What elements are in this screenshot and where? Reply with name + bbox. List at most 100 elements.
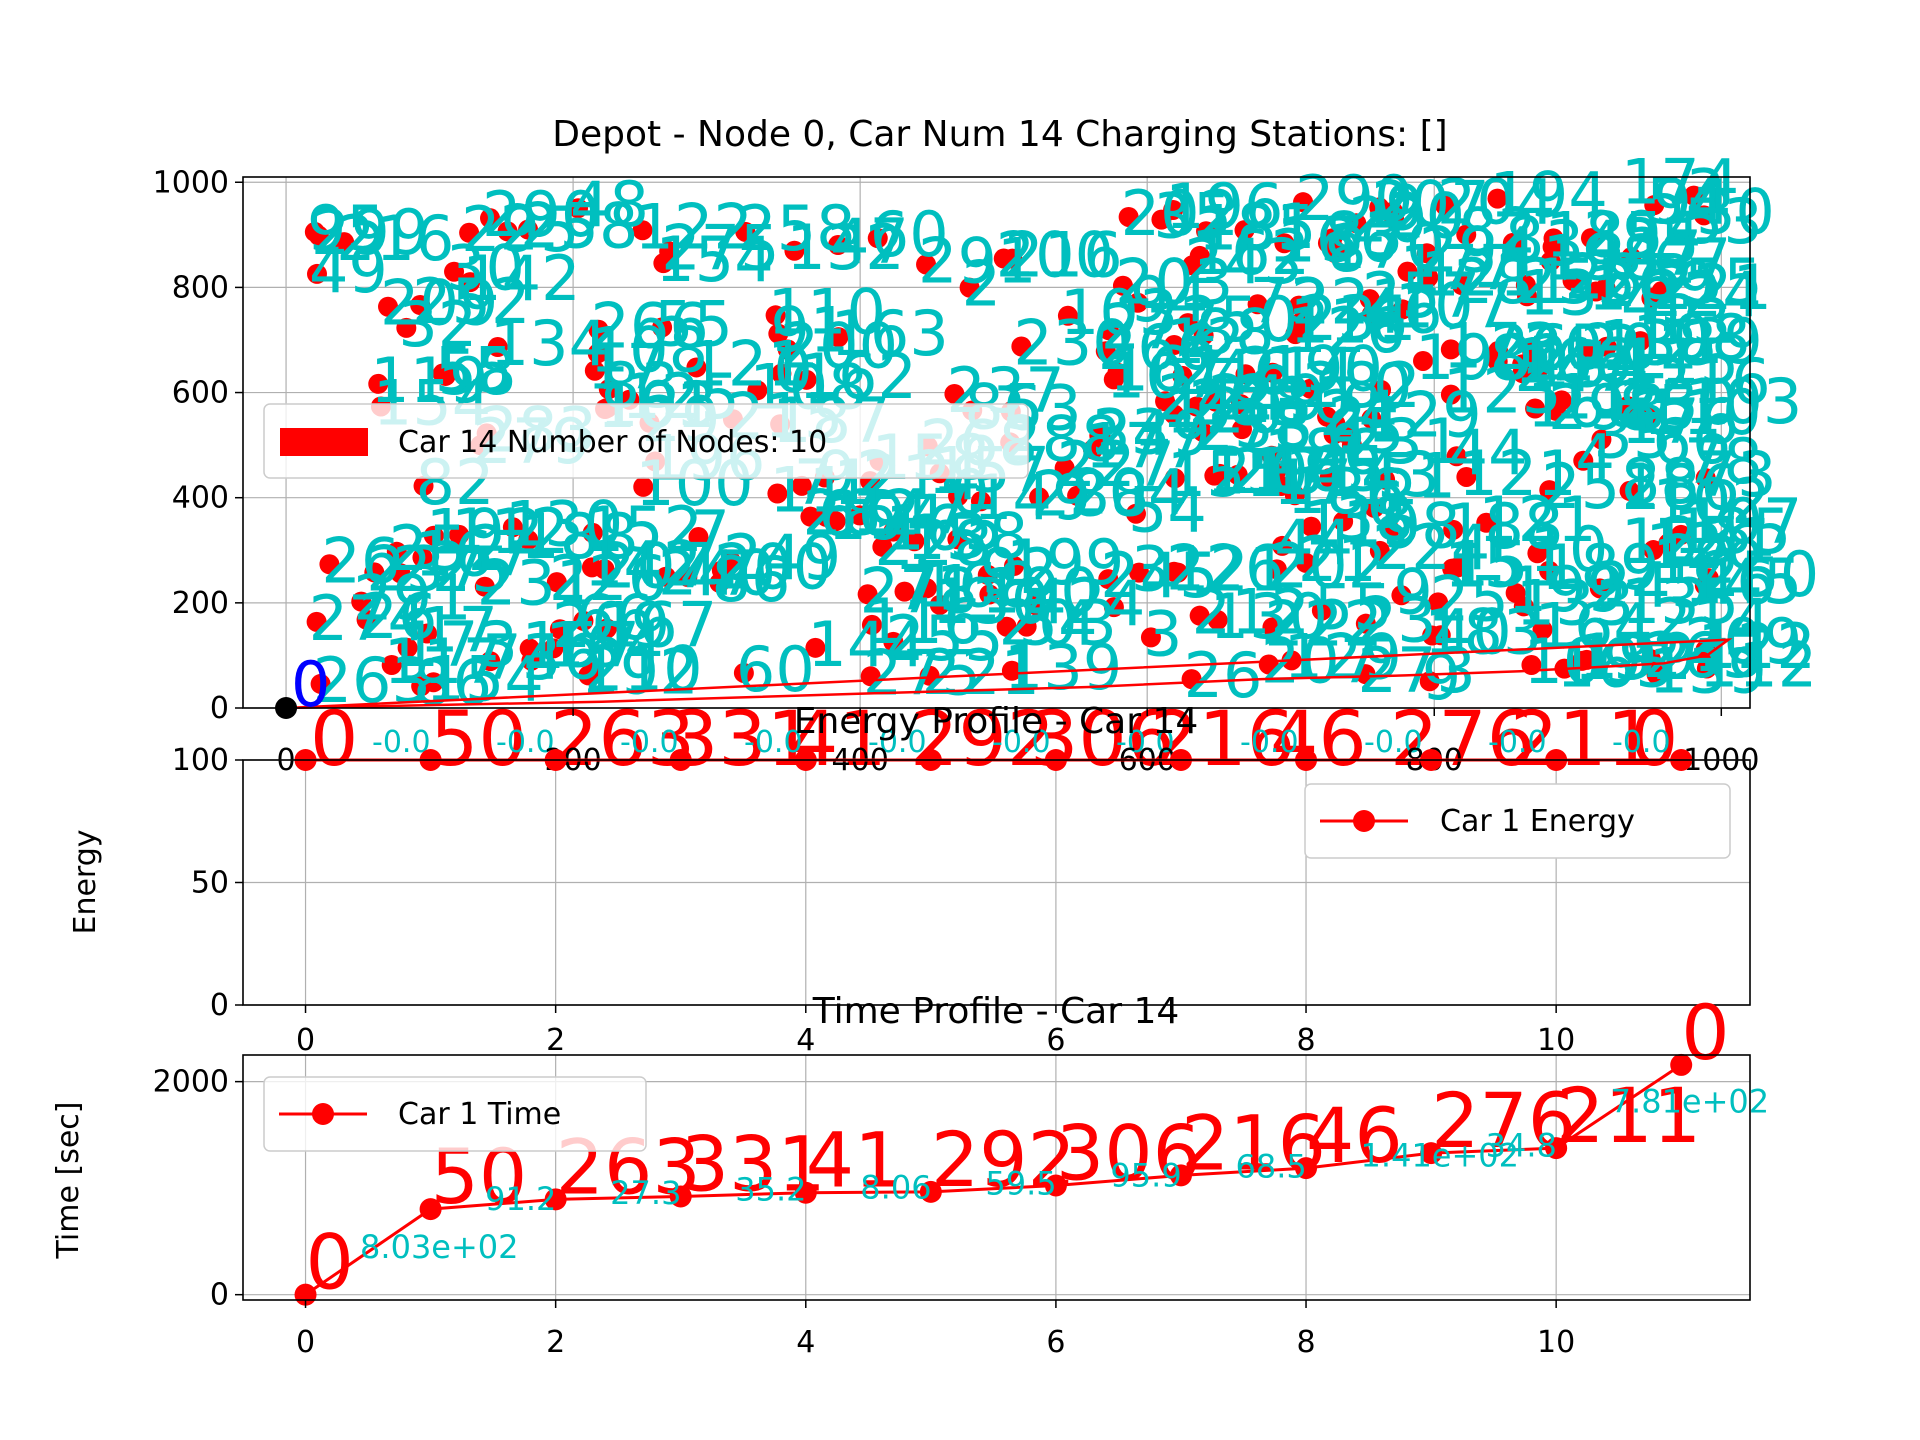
map-node-point-53 <box>1167 562 1188 583</box>
map-node-point-69 <box>459 222 480 243</box>
map-node-label-180: 40 <box>1433 595 1512 668</box>
map-node-point-182 <box>1456 466 1477 487</box>
map-node-label-202: 9 <box>1385 172 1424 245</box>
map-node-point-37 <box>1295 552 1316 573</box>
map-node-label-179: 190 <box>1415 321 1533 394</box>
map-node-label-212: 73 <box>482 621 561 694</box>
map-node-point-21 <box>386 541 407 562</box>
map-node-point-128 <box>1392 299 1413 320</box>
map-node-point-297 <box>1397 261 1418 282</box>
map-node-label-155: 200 <box>780 310 898 383</box>
time-segment-label-5: 59.5 <box>985 1165 1056 1203</box>
map-node-label-113: 73 <box>1250 264 1329 337</box>
map-node-label-230: 44 <box>1274 506 1353 579</box>
map-node-point-148 <box>1054 458 1075 479</box>
map-node-point-250 <box>747 380 768 401</box>
map-node-point-64 <box>677 566 698 587</box>
map-edge-label-3: -0.0 <box>744 725 803 760</box>
map-ytick-label-5: 1000 <box>153 165 229 200</box>
map-node-point-96 <box>588 319 609 340</box>
map-node-label-38: 54 <box>1128 474 1207 547</box>
map-node-label-267: 257 <box>1362 259 1480 332</box>
map-node-label-276: 24 <box>1319 377 1398 450</box>
map-node-point-32 <box>1573 450 1594 471</box>
map-node-point-274 <box>449 524 470 545</box>
map-node-label-61: 216 <box>336 202 454 275</box>
time-legend-marker <box>312 1103 334 1125</box>
map-node-point-49 <box>1543 228 1564 249</box>
time-point-label-0: 0 <box>306 1218 354 1307</box>
map-node-point-82 <box>582 522 603 543</box>
map-node-point-132 <box>791 475 812 496</box>
map-node-label-88: 20 <box>1386 180 1465 253</box>
map-node-point-55 <box>1266 559 1287 580</box>
time-segment-label-6: 95.9 <box>1110 1156 1181 1194</box>
map-node-label-117: 258 <box>520 190 638 263</box>
map-node-point-112 <box>1695 468 1716 489</box>
map-node-label-25: 66 <box>818 477 897 550</box>
map-node-point-203 <box>1300 378 1321 399</box>
map-node-label-160: 16 <box>1276 203 1355 276</box>
map-node-label-57: 47 <box>830 205 909 278</box>
map-node-label-54: 231 <box>1344 405 1462 478</box>
map-node-point-28 <box>872 536 893 557</box>
map-node-point-77 <box>633 476 654 497</box>
map-node-point-126 <box>883 631 904 652</box>
time-xtick-label-2: 4 <box>796 1325 815 1360</box>
map-node-point-41 <box>460 272 481 293</box>
map-node-label-1: 86 <box>712 543 791 616</box>
map-node-label-103: 0 <box>1373 350 1412 423</box>
route-map-panel: 9586211101291901511631291862692831382492… <box>153 114 1820 783</box>
map-node-label-186: 55 <box>1314 571 1393 644</box>
map-node-label-235: 121 <box>1420 237 1538 310</box>
map-node-label-227: 216 <box>1004 219 1122 292</box>
map-node-point-223 <box>1443 519 1464 540</box>
map-node-id-label-22: 214 <box>1652 585 1770 658</box>
map-edge-label-9: -0.0 <box>1488 725 1547 760</box>
map-node-label-247: 249 <box>723 521 841 594</box>
map-node-label-14: 294 <box>1583 198 1701 271</box>
map-node-point-110 <box>587 343 608 364</box>
map-node-point-194 <box>502 517 523 538</box>
map-node-label-112: 73 <box>1698 438 1777 511</box>
map-node-label-176: 15 <box>1444 529 1523 602</box>
map-node-point-228 <box>1451 275 1472 296</box>
map-node-point-134 <box>1098 320 1119 341</box>
map-node-label-245: 199 <box>1006 526 1124 599</box>
time-point-label-10: 211 <box>1556 1071 1701 1160</box>
map-node-point-154 <box>1562 270 1583 291</box>
time-title: Time Profile - Car 14 <box>812 991 1180 1032</box>
map-node-label-19: 85 <box>1618 372 1697 445</box>
map-node-label-75: 55 <box>654 287 733 360</box>
map-node-point-259 <box>970 491 991 512</box>
map-node-label-123: 122 <box>1697 610 1815 683</box>
map-node-label-141: 132 <box>786 211 904 284</box>
map-node-label-35: 230 <box>1013 306 1131 379</box>
map-node-point-204 <box>1428 592 1449 613</box>
map-edge-label-1: -0.0 <box>496 725 555 760</box>
map-node-point-184 <box>1322 228 1343 249</box>
time-line <box>304 1063 1683 1296</box>
time-segment-label-7: 68.5 <box>1235 1148 1306 1186</box>
time-point-label-8: 46 <box>1306 1091 1403 1180</box>
map-node-label-156: 164 <box>1535 590 1653 663</box>
map-node-point-141 <box>784 240 805 261</box>
map-node-point-292 <box>1346 213 1367 234</box>
map-node-point-191 <box>1643 540 1664 561</box>
map-node-label-64: 47 <box>679 537 758 610</box>
map-node-point-208 <box>996 616 1017 637</box>
map-node-point-230 <box>1272 535 1293 556</box>
map-node-label-275: 8 <box>1505 203 1544 276</box>
map-node-point-153 <box>1129 562 1150 583</box>
time-legend-label: Car 1 Time <box>398 1097 561 1132</box>
time-point-3 <box>669 1185 692 1208</box>
time-point-label-5: 292 <box>931 1115 1076 1204</box>
map-node-point-34 <box>1192 421 1213 442</box>
map-node-point-125 <box>310 673 331 694</box>
map-node-label-78: 298 <box>1548 371 1666 444</box>
map-node-point-123 <box>1695 639 1716 660</box>
map-node-label-171: 3 <box>1143 597 1182 670</box>
map-node-label-291: 185 <box>1673 495 1791 568</box>
map-node-label-12: 138 <box>1599 307 1717 380</box>
map-node-label-274: 112 <box>451 495 569 568</box>
